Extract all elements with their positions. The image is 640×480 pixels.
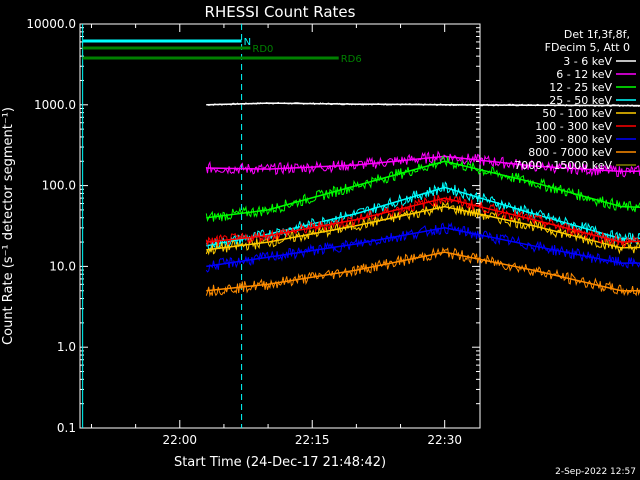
y-tick-label: 1.0 bbox=[57, 340, 76, 354]
series-line bbox=[205, 194, 640, 248]
series-line bbox=[205, 150, 640, 178]
legend-entry: 100 - 300 keV bbox=[535, 120, 612, 133]
y-axis-label: Count Rate (s⁻¹ detector segment⁻¹) bbox=[1, 107, 16, 345]
legend-entry: 300 - 800 keV bbox=[535, 133, 612, 146]
series-line bbox=[205, 200, 640, 256]
series-line bbox=[205, 181, 640, 252]
state-label: N bbox=[244, 37, 251, 48]
x-axis: 22:00 22:15 22:30 bbox=[90, 24, 462, 447]
legend-entry: 12 - 25 keV bbox=[549, 81, 612, 94]
x-axis-label: Start Time (24-Dec-17 21:48:42) bbox=[174, 455, 386, 470]
state-label: RD0 bbox=[252, 44, 273, 55]
series-noise-trace bbox=[205, 150, 640, 178]
series-noise-trace bbox=[205, 155, 640, 223]
legend-entry: 800 - 7000 keV bbox=[528, 146, 612, 159]
series-group bbox=[205, 101, 640, 298]
y-tick-label: 100.0 bbox=[42, 179, 76, 193]
legend-header-line: Det 1f,3f,8f, bbox=[564, 28, 630, 41]
series-noise-trace bbox=[205, 181, 640, 252]
series-line bbox=[205, 155, 640, 223]
plot-frame bbox=[79, 23, 481, 429]
legend-entry: 25 - 50 keV bbox=[549, 94, 612, 107]
series-data-line bbox=[206, 155, 640, 173]
legend-entry: 7000 - 15000 keV bbox=[514, 159, 612, 172]
y-axis: 0.1 1.0 10.0 100.0 1000.0 10000.0 bbox=[26, 17, 480, 435]
series-noise-trace bbox=[205, 194, 640, 248]
x-tick-label: 22:00 bbox=[162, 433, 197, 447]
series-line bbox=[206, 101, 640, 107]
y-tick-label: 0.1 bbox=[57, 421, 76, 435]
legend-header-line: FDecim 5, Att 0 bbox=[545, 41, 630, 54]
series-noise-trace bbox=[205, 221, 640, 273]
legend-entry: 6 - 12 keV bbox=[556, 68, 612, 81]
series-line bbox=[205, 247, 640, 298]
x-tick-label: 22:30 bbox=[427, 433, 462, 447]
y-tick-label: 10.0 bbox=[49, 259, 76, 273]
chart-title: RHESSI Count Rates bbox=[205, 3, 356, 21]
series-noise-trace bbox=[205, 200, 640, 256]
legend-entry: 50 - 100 keV bbox=[542, 107, 612, 120]
state-label: RD6 bbox=[341, 54, 362, 65]
attenuator-markers bbox=[82, 24, 243, 428]
y-tick-label: 1000.0 bbox=[34, 98, 76, 112]
x-tick-label: 22:15 bbox=[295, 433, 330, 447]
y-tick-label: 10000.0 bbox=[26, 17, 76, 31]
series-line bbox=[205, 221, 640, 273]
legend-entry: 3 - 6 keV bbox=[563, 55, 612, 68]
date-stamp: 2-Sep-2022 12:57 bbox=[555, 467, 636, 477]
series-noise-trace bbox=[205, 247, 640, 298]
series-noise-trace bbox=[206, 101, 640, 107]
